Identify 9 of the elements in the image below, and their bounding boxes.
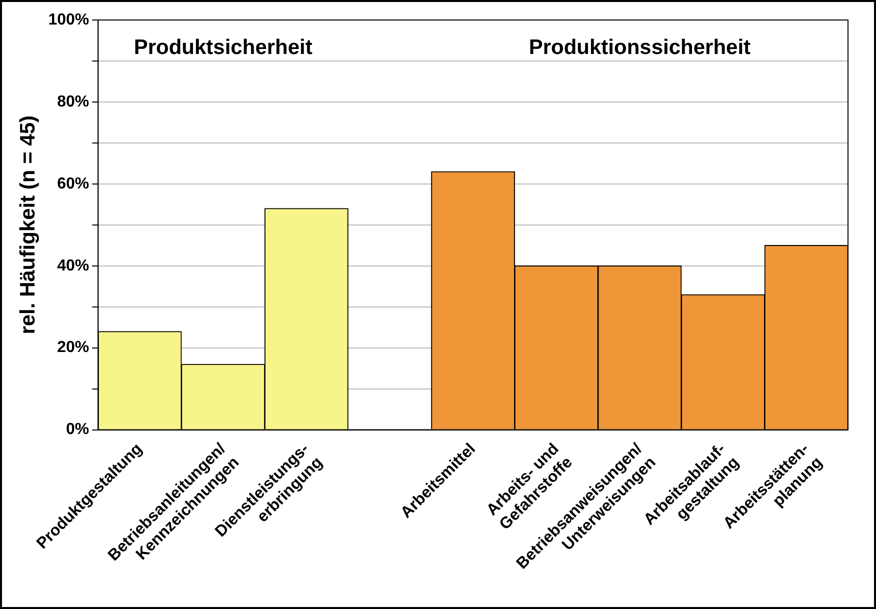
y-tick-label: 100% — [48, 11, 90, 28]
y-axis-title: rel. Häufigkeit (n = 45) — [16, 115, 40, 334]
annotation: Produktionssicherheit — [528, 36, 751, 59]
y-tick-label: 20% — [57, 339, 90, 356]
y-tick-label: 0% — [66, 421, 90, 438]
y-tick-label: 40% — [57, 257, 90, 274]
y-tick-label: 60% — [57, 175, 90, 192]
annotation: Produktsicherheit — [134, 36, 312, 59]
y-tick-label: 80% — [57, 93, 90, 110]
